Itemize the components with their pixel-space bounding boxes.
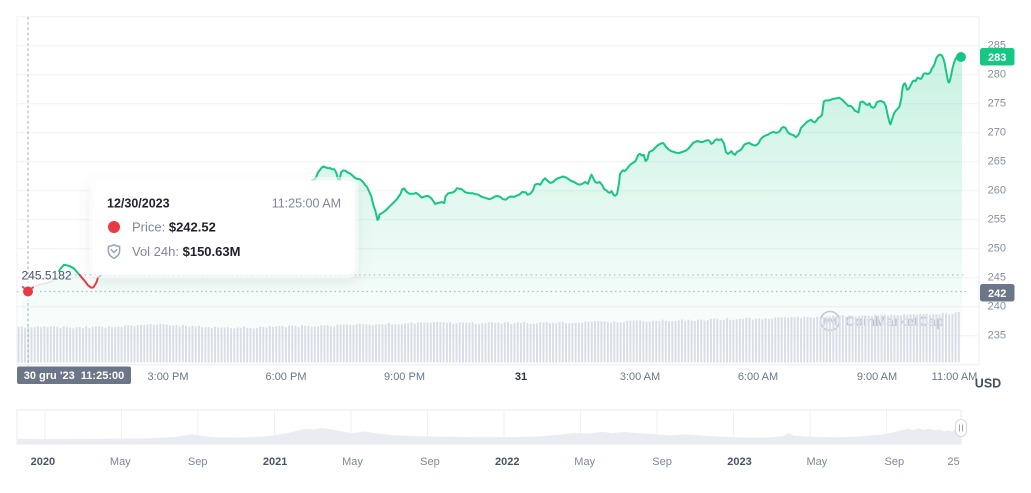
svg-text:240: 240: [988, 301, 1006, 313]
svg-text:31: 31: [515, 371, 527, 383]
svg-text:265: 265: [988, 156, 1006, 168]
svg-text:USD: USD: [975, 377, 1001, 391]
svg-text:May: May: [574, 456, 595, 468]
svg-text:3:00 AM: 3:00 AM: [620, 371, 660, 383]
svg-text:245.5182: 245.5182: [22, 269, 72, 283]
svg-text:242: 242: [988, 288, 1006, 300]
svg-text:283: 283: [988, 52, 1006, 64]
svg-text:245: 245: [988, 272, 1006, 284]
svg-text:Sep: Sep: [188, 456, 208, 468]
svg-text:2023: 2023: [727, 456, 751, 468]
svg-text:6:00 PM: 6:00 PM: [266, 371, 307, 383]
svg-text:25: 25: [947, 456, 959, 468]
svg-text:2022: 2022: [495, 456, 519, 468]
svg-text:260: 260: [988, 185, 1006, 197]
svg-text:280: 280: [988, 69, 1006, 81]
svg-text:May: May: [110, 456, 131, 468]
svg-text:2020: 2020: [31, 456, 55, 468]
svg-text:2021: 2021: [263, 456, 287, 468]
svg-text:Sep: Sep: [420, 456, 440, 468]
svg-text:May: May: [342, 456, 363, 468]
svg-text:12/30/2023: 12/30/2023: [107, 197, 170, 211]
svg-text:Sep: Sep: [885, 456, 905, 468]
svg-text:Sep: Sep: [652, 456, 672, 468]
svg-text:Price: $242.52: Price: $242.52: [132, 220, 216, 235]
svg-text:9:00 PM: 9:00 PM: [384, 371, 425, 383]
svg-text:270: 270: [988, 127, 1006, 139]
svg-text:6:00 AM: 6:00 AM: [738, 371, 778, 383]
svg-text:250: 250: [988, 243, 1006, 255]
svg-text:11:00 AM: 11:00 AM: [932, 371, 978, 383]
svg-text:255: 255: [988, 214, 1006, 226]
svg-text:Vol 24h: $150.63M: Vol 24h: $150.63M: [132, 244, 240, 259]
svg-text:235: 235: [988, 330, 1006, 342]
svg-text:9:00 AM: 9:00 AM: [857, 371, 897, 383]
svg-text:30 gru '23 11:25:00: 30 gru '23 11:25:00: [24, 370, 124, 382]
svg-text:3:00 PM: 3:00 PM: [148, 371, 189, 383]
svg-text:11:25:00 AM: 11:25:00 AM: [272, 197, 341, 211]
svg-text:275: 275: [988, 98, 1006, 110]
svg-text:May: May: [807, 456, 828, 468]
